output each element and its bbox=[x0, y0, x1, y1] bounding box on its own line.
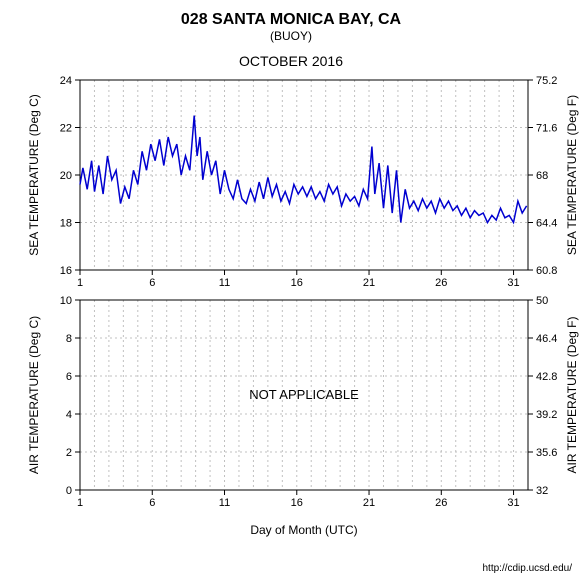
svg-text:16: 16 bbox=[60, 265, 72, 277]
sea-temp-series bbox=[80, 116, 527, 223]
svg-text:39.2: 39.2 bbox=[536, 409, 557, 421]
svg-text:18: 18 bbox=[60, 218, 72, 230]
svg-text:10: 10 bbox=[60, 295, 72, 307]
svg-text:26: 26 bbox=[435, 277, 447, 289]
svg-text:SEA TEMPERATURE (Deg C): SEA TEMPERATURE (Deg C) bbox=[27, 94, 41, 256]
x-axis-label: Day of Month (UTC) bbox=[250, 523, 357, 537]
svg-text:50: 50 bbox=[536, 295, 548, 307]
svg-text:60.8: 60.8 bbox=[536, 265, 557, 277]
svg-text:31: 31 bbox=[507, 277, 519, 289]
title-period: OCTOBER 2016 bbox=[239, 53, 343, 69]
svg-text:32: 32 bbox=[536, 485, 548, 497]
svg-text:4: 4 bbox=[66, 409, 72, 421]
svg-text:11: 11 bbox=[219, 497, 230, 509]
svg-text:21: 21 bbox=[363, 497, 375, 509]
temperature-chart: 028 SANTA MONICA BAY, CA(BUOY) OCTOBER 20… bbox=[0, 0, 582, 581]
title-sub: (BUOY) bbox=[270, 29, 312, 43]
svg-text:6: 6 bbox=[149, 277, 155, 289]
svg-text:26: 26 bbox=[435, 497, 447, 509]
svg-text:64.4: 64.4 bbox=[536, 218, 557, 230]
svg-text:24: 24 bbox=[60, 75, 72, 87]
svg-text:AIR TEMPERATURE (Deg F): AIR TEMPERATURE (Deg F) bbox=[565, 317, 579, 474]
svg-text:6: 6 bbox=[149, 497, 155, 509]
svg-text:0: 0 bbox=[66, 485, 72, 497]
svg-text:SEA TEMPERATURE (Deg F): SEA TEMPERATURE (Deg F) bbox=[565, 95, 579, 255]
svg-text:31: 31 bbox=[507, 497, 519, 509]
svg-text:16: 16 bbox=[291, 497, 303, 509]
svg-text:42.8: 42.8 bbox=[536, 371, 557, 383]
svg-text:2: 2 bbox=[66, 447, 72, 459]
svg-text:6: 6 bbox=[66, 371, 72, 383]
svg-text:1: 1 bbox=[77, 497, 83, 509]
svg-text:AIR TEMPERATURE (Deg C): AIR TEMPERATURE (Deg C) bbox=[27, 316, 41, 474]
footer-url: http://cdip.ucsd.edu/ bbox=[482, 563, 572, 574]
svg-text:46.4: 46.4 bbox=[536, 333, 557, 345]
svg-text:68: 68 bbox=[536, 170, 548, 182]
svg-text:11: 11 bbox=[219, 277, 230, 289]
not-applicable-label: NOT APPLICABLE bbox=[249, 387, 359, 402]
svg-text:35.6: 35.6 bbox=[536, 447, 557, 459]
svg-text:16: 16 bbox=[291, 277, 303, 289]
svg-text:1: 1 bbox=[77, 277, 83, 289]
svg-text:75.2: 75.2 bbox=[536, 75, 557, 87]
svg-text:20: 20 bbox=[60, 170, 72, 182]
svg-text:22: 22 bbox=[60, 123, 72, 135]
svg-text:8: 8 bbox=[66, 333, 72, 345]
svg-text:71.6: 71.6 bbox=[536, 123, 557, 135]
title-main: 028 SANTA MONICA BAY, CA bbox=[181, 11, 402, 28]
svg-text:21: 21 bbox=[363, 277, 375, 289]
